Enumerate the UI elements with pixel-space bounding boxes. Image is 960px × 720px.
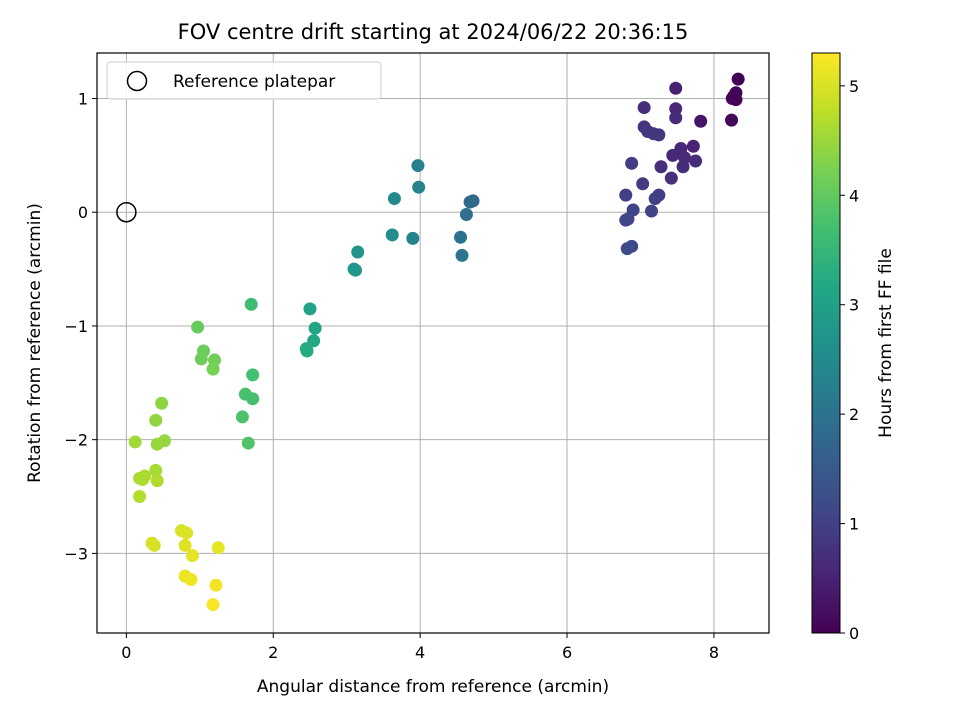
data-point: [637, 101, 651, 115]
y-axis-ticks: 1 0 −1 −2 −3: [64, 89, 97, 563]
data-point: [185, 549, 199, 563]
data-point: [459, 207, 473, 221]
colorbar-tick-label: 5: [849, 77, 859, 96]
colorbar-tick-label: 4: [849, 186, 859, 205]
data-point: [619, 188, 633, 202]
data-point: [211, 541, 225, 555]
data-point: [235, 410, 249, 424]
data-point: [676, 160, 690, 174]
chart-title: FOV centre drift starting at 2024/06/22 …: [178, 20, 689, 44]
data-point: [652, 128, 666, 142]
data-point: [385, 228, 399, 242]
plot-frame: [96, 52, 770, 634]
data-point: [669, 111, 683, 125]
legend-box: [106, 61, 382, 100]
x-tick-label: 4: [415, 643, 425, 662]
legend: Reference platepar: [106, 61, 382, 100]
data-point: [194, 352, 208, 366]
gridlines: [97, 53, 769, 633]
y-tick-label: −2: [64, 431, 88, 450]
data-point: [463, 195, 477, 209]
data-point: [669, 81, 683, 95]
data-point: [351, 245, 365, 259]
data-point: [349, 263, 363, 277]
reference-marker: [116, 201, 137, 223]
data-point: [725, 113, 739, 127]
data-point: [300, 344, 314, 358]
data-point: [133, 490, 147, 504]
legend-label: Reference platepar: [173, 72, 335, 92]
data-point: [731, 72, 745, 86]
data-point: [636, 177, 650, 191]
data-point: [303, 302, 317, 316]
colorbar: 0 1 2 3 4 5 Hours from first FF file: [811, 52, 896, 643]
data-point: [454, 230, 468, 244]
data-point: [625, 156, 639, 170]
colorbar-tick-label: 1: [849, 515, 859, 534]
x-tick-label: 2: [268, 643, 278, 662]
data-point: [150, 474, 164, 488]
data-point: [147, 538, 161, 552]
data-point: [206, 598, 220, 612]
data-point: [155, 396, 169, 410]
y-tick-label: −1: [64, 317, 88, 336]
colorbar-label: Hours from first FF file: [876, 248, 896, 438]
data-point: [619, 213, 633, 227]
data-point: [149, 463, 163, 477]
data-point: [411, 159, 425, 173]
colorbar-tick-label: 0: [849, 624, 859, 643]
data-point: [150, 437, 164, 451]
data-point: [669, 102, 683, 116]
data-point: [184, 573, 198, 587]
data-point: [246, 392, 260, 406]
data-point: [178, 538, 192, 552]
data-point: [694, 114, 708, 128]
x-tick-label: 6: [562, 643, 572, 662]
data-point: [729, 93, 743, 107]
data-point: [620, 242, 634, 256]
data-point: [308, 321, 322, 335]
data-point: [191, 320, 205, 334]
data-point: [406, 231, 420, 245]
x-axis-ticks: 0 2 4 6 8: [121, 633, 719, 662]
y-axis-label: Rotation from reference (arcmin): [25, 203, 45, 483]
y-tick-label: −3: [64, 544, 88, 563]
colorbar-ticks: 0 1 2 3 4 5: [840, 77, 859, 643]
data-point: [654, 160, 668, 174]
data-point: [455, 248, 469, 262]
data-point: [412, 180, 426, 194]
x-tick-label: 0: [121, 643, 131, 662]
data-point: [246, 368, 260, 382]
data-point: [128, 435, 142, 449]
data-point: [241, 436, 255, 450]
data-point: [244, 297, 258, 311]
data-point: [664, 171, 678, 185]
data-point: [666, 148, 680, 162]
data-point: [180, 526, 194, 540]
x-axis-label: Angular distance from reference (arcmin): [257, 677, 609, 697]
data-point: [644, 204, 658, 218]
colorbar-tick-label: 3: [849, 296, 859, 315]
colorbar-gradient: [811, 52, 841, 634]
data-point: [387, 192, 401, 206]
data-point: [689, 154, 703, 168]
y-tick-label: 0: [78, 203, 88, 222]
legend-reference-icon: [126, 70, 148, 92]
data-point: [686, 139, 700, 153]
data-point: [149, 413, 163, 427]
data-points: [128, 72, 745, 612]
data-point: [136, 472, 150, 486]
data-point: [206, 362, 220, 376]
data-point: [648, 192, 662, 206]
y-tick-label: 1: [78, 89, 88, 108]
data-point: [209, 578, 223, 592]
x-tick-label: 8: [709, 643, 719, 662]
colorbar-tick-label: 2: [849, 405, 859, 424]
